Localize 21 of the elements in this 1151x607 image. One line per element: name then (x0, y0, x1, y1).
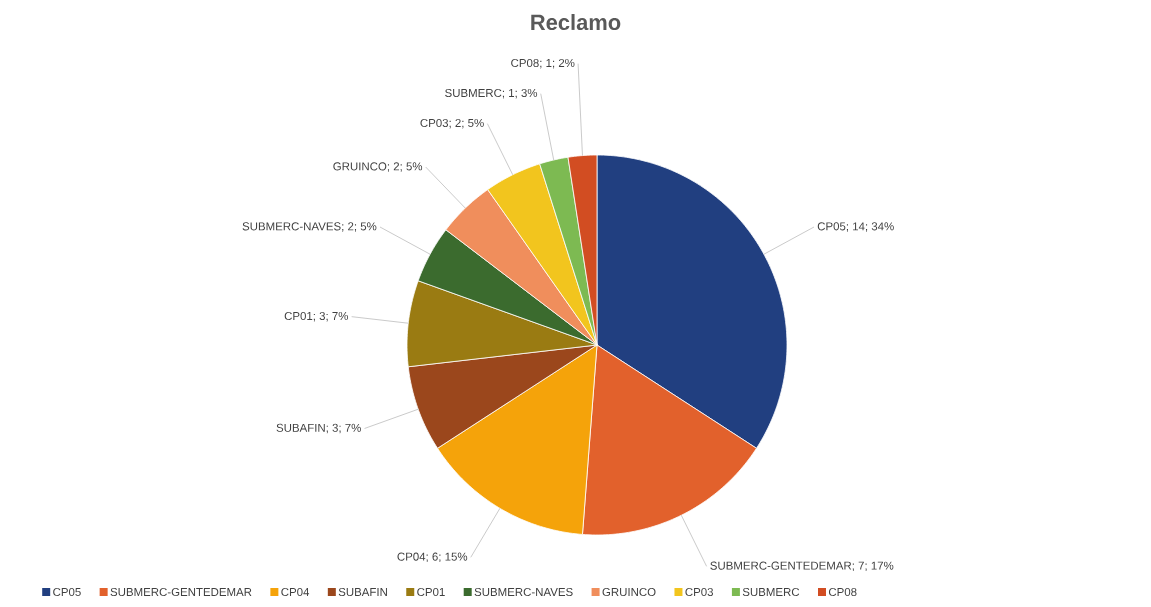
data-label: CP08; 1; 2% (511, 58, 575, 69)
legend-label: GRUINCO (602, 587, 656, 597)
legend-label: CP04 (281, 587, 310, 597)
legend-label: SUBMERC-NAVES (474, 587, 573, 597)
data-label: CP01; 3; 7% (284, 311, 349, 322)
legend-label: SUBAFIN (338, 587, 387, 597)
legend-label: CP01 (417, 587, 445, 597)
data-label: CP03; 2; 5% (420, 118, 484, 129)
legend-label: SUBMERC-GENTEDEMAR (110, 587, 252, 597)
data-label: CP05; 14; 34% (817, 222, 894, 232)
data-label: CP04; 6; 15% (397, 552, 468, 563)
data-label: SUBAFIN; 3; 7% (276, 423, 361, 434)
data-label: SUBMERC-NAVES; 2; 5% (242, 222, 377, 232)
legend-label: CP08 (828, 587, 857, 597)
data-label: SUBMERC; 1; 3% (445, 88, 538, 99)
legend-label: CP03 (685, 587, 713, 597)
data-label: SUBMERC-GENTEDEMAR; 7; 17% (710, 561, 894, 572)
legend-label: CP05 (53, 587, 81, 597)
chart-title: Reclamo (531, 14, 621, 31)
legend-label: SUBMERC (742, 587, 800, 597)
data-label: GRUINCO; 2; 5% (333, 162, 423, 172)
